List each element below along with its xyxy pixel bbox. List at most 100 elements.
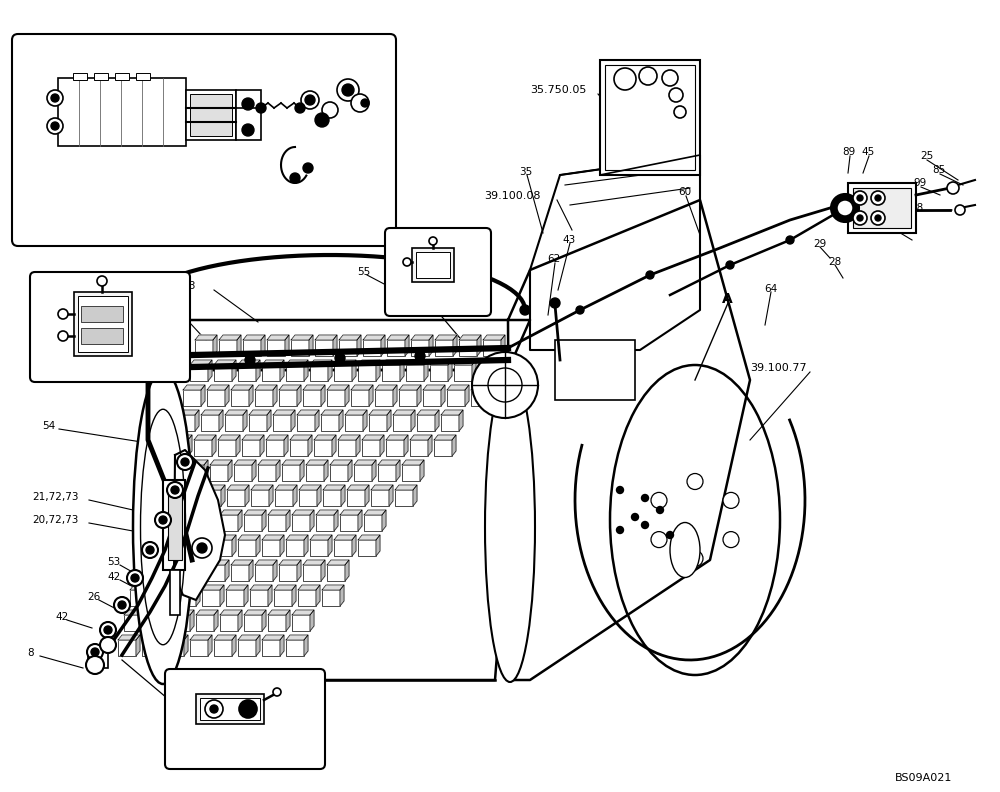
Text: 39: 39 xyxy=(289,96,301,106)
Bar xyxy=(412,248,454,282)
Circle shape xyxy=(871,211,885,225)
Text: 20,72,73: 20,72,73 xyxy=(32,515,78,525)
Polygon shape xyxy=(308,435,312,456)
Bar xyxy=(118,640,136,656)
Polygon shape xyxy=(378,460,400,465)
Text: 89: 89 xyxy=(842,147,855,157)
Polygon shape xyxy=(273,385,277,406)
Circle shape xyxy=(857,215,863,221)
Bar xyxy=(423,390,441,406)
Bar xyxy=(605,65,695,170)
Polygon shape xyxy=(274,585,296,590)
Bar xyxy=(402,465,420,481)
Bar xyxy=(395,490,413,506)
Circle shape xyxy=(666,531,674,539)
Polygon shape xyxy=(190,635,212,640)
Bar xyxy=(190,540,208,556)
Polygon shape xyxy=(251,485,273,490)
Text: 28: 28 xyxy=(828,257,841,267)
Circle shape xyxy=(47,118,63,134)
Bar xyxy=(330,465,348,481)
Polygon shape xyxy=(316,585,320,606)
Text: 38: 38 xyxy=(264,143,276,153)
Polygon shape xyxy=(238,510,242,531)
Bar xyxy=(236,90,261,140)
Polygon shape xyxy=(363,335,385,340)
Circle shape xyxy=(142,542,158,558)
Circle shape xyxy=(146,546,154,554)
Bar xyxy=(250,590,268,606)
Bar xyxy=(166,640,184,656)
Circle shape xyxy=(335,353,345,363)
Text: 31: 31 xyxy=(221,143,233,153)
Polygon shape xyxy=(232,360,236,381)
Bar xyxy=(314,440,332,456)
Polygon shape xyxy=(448,360,452,381)
Bar xyxy=(339,340,357,356)
Text: 79: 79 xyxy=(430,233,443,243)
Text: 93: 93 xyxy=(71,144,83,154)
Bar xyxy=(306,465,324,481)
Circle shape xyxy=(723,493,739,508)
Circle shape xyxy=(342,84,354,96)
Bar xyxy=(148,615,166,631)
Bar xyxy=(186,465,204,481)
Bar xyxy=(310,540,328,556)
Circle shape xyxy=(403,258,411,266)
Bar xyxy=(299,490,317,506)
Circle shape xyxy=(726,261,734,269)
Polygon shape xyxy=(321,410,343,415)
Polygon shape xyxy=(285,335,289,356)
Bar xyxy=(435,340,453,356)
Polygon shape xyxy=(352,535,356,556)
Polygon shape xyxy=(124,610,146,615)
Text: 68: 68 xyxy=(68,290,81,300)
Polygon shape xyxy=(252,460,256,481)
Polygon shape xyxy=(228,460,232,481)
Bar xyxy=(202,590,220,606)
Polygon shape xyxy=(286,635,308,640)
Polygon shape xyxy=(327,560,349,565)
Bar xyxy=(214,365,232,381)
Polygon shape xyxy=(530,155,700,350)
Polygon shape xyxy=(262,535,284,540)
Polygon shape xyxy=(148,320,530,370)
Polygon shape xyxy=(210,460,232,465)
Circle shape xyxy=(130,305,140,315)
Polygon shape xyxy=(194,435,216,440)
Circle shape xyxy=(642,521,648,528)
Polygon shape xyxy=(393,385,397,406)
Text: 19,72,73: 19,72,73 xyxy=(122,314,169,324)
Circle shape xyxy=(167,482,183,498)
Polygon shape xyxy=(190,610,194,631)
Polygon shape xyxy=(430,360,452,365)
Bar xyxy=(434,440,452,456)
Polygon shape xyxy=(292,510,314,515)
Bar xyxy=(441,415,459,431)
Circle shape xyxy=(51,122,59,130)
Polygon shape xyxy=(142,535,164,540)
Polygon shape xyxy=(226,585,248,590)
Ellipse shape xyxy=(610,365,780,675)
Bar xyxy=(220,615,238,631)
Polygon shape xyxy=(244,510,266,515)
Bar xyxy=(142,640,160,656)
Bar xyxy=(430,365,448,381)
Polygon shape xyxy=(195,410,199,431)
Polygon shape xyxy=(338,435,360,440)
Text: 31: 31 xyxy=(152,54,164,64)
Polygon shape xyxy=(242,435,264,440)
Bar xyxy=(327,390,345,406)
Polygon shape xyxy=(333,335,337,356)
Bar xyxy=(255,390,273,406)
Circle shape xyxy=(723,531,739,547)
Bar xyxy=(290,440,308,456)
Polygon shape xyxy=(334,535,356,540)
Bar xyxy=(351,390,369,406)
Bar xyxy=(244,515,262,531)
Polygon shape xyxy=(190,535,212,540)
Polygon shape xyxy=(174,450,225,600)
Polygon shape xyxy=(204,460,208,481)
Polygon shape xyxy=(345,560,349,581)
Polygon shape xyxy=(411,410,415,431)
